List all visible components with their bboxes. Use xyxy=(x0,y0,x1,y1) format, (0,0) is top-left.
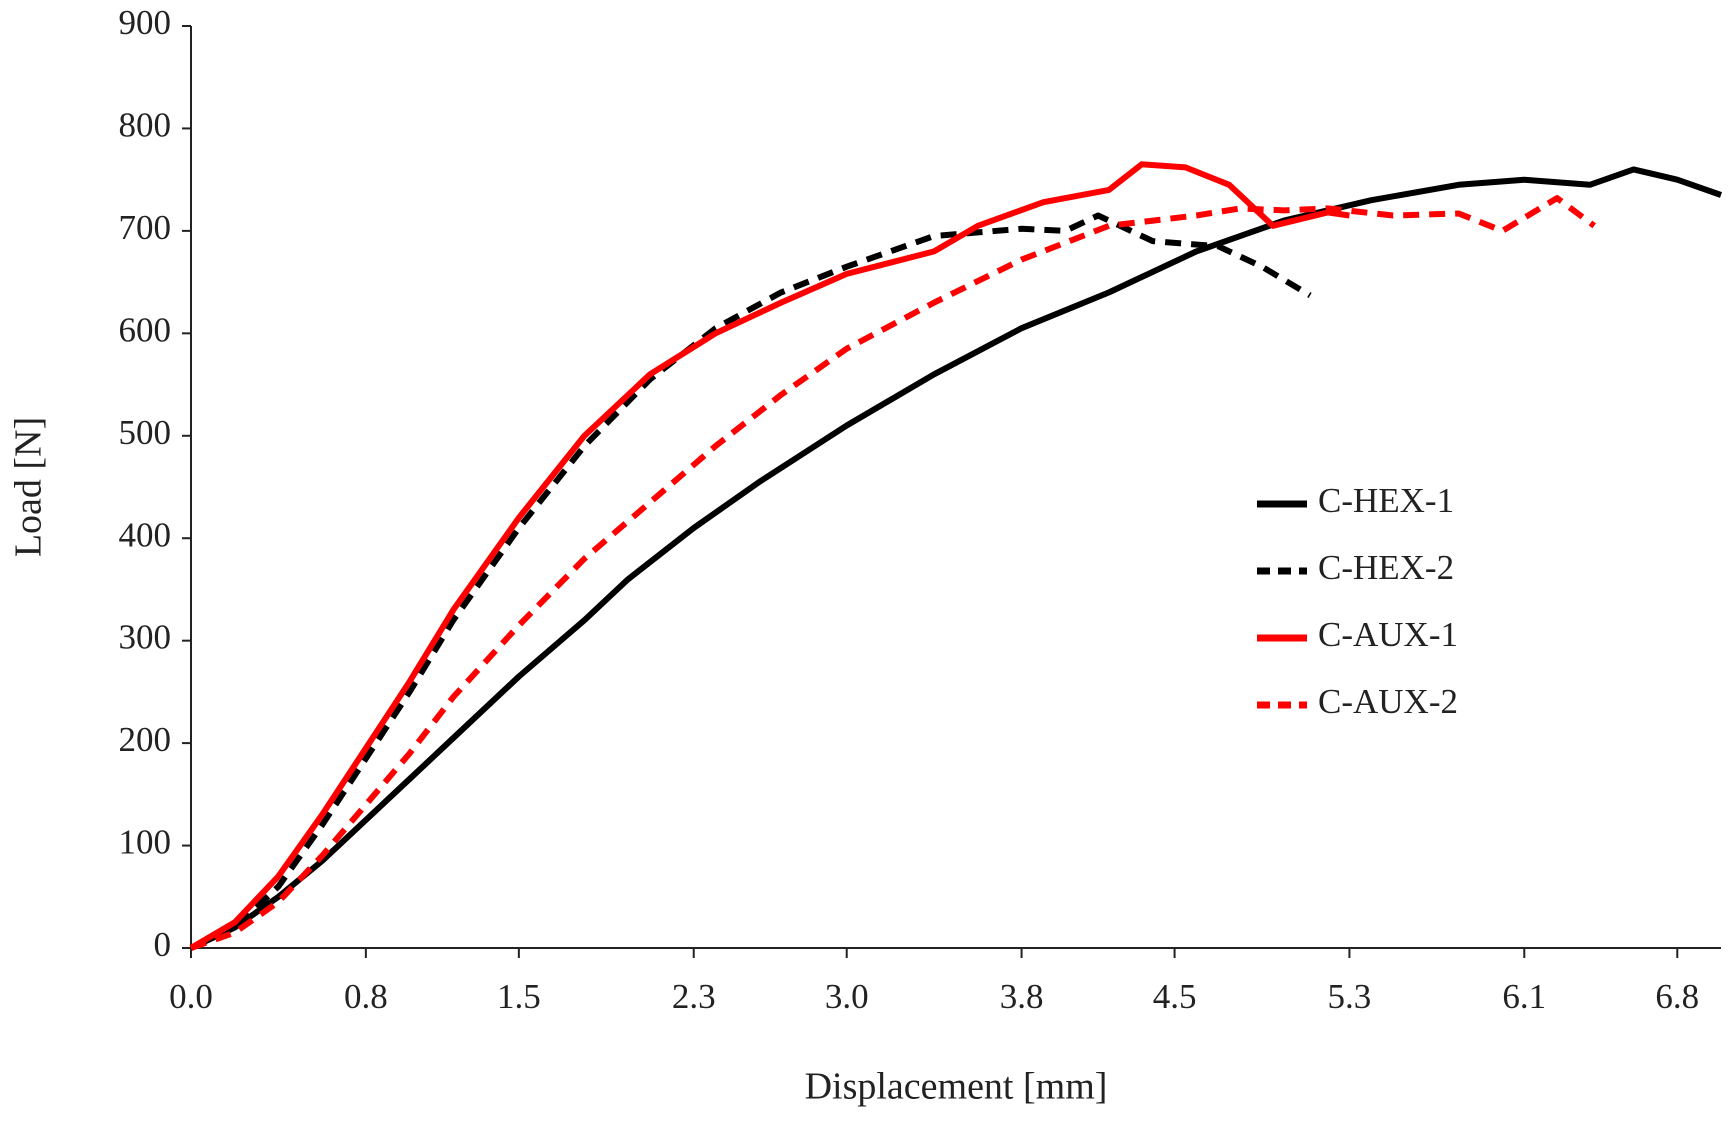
y-tick-label: 700 xyxy=(119,208,172,247)
x-axis-title: Displacement [mm] xyxy=(805,1066,1108,1108)
legend-label: C-AUX-2 xyxy=(1318,682,1458,721)
legend-label: C-HEX-2 xyxy=(1318,548,1454,587)
y-tick-label: 600 xyxy=(119,310,172,349)
series-line xyxy=(189,212,1312,951)
x-tick-label: 6.8 xyxy=(1655,977,1699,1016)
x-tick-label: 3.8 xyxy=(1000,977,1044,1016)
x-tick-label: 5.3 xyxy=(1328,977,1372,1016)
y-tick-label: 500 xyxy=(119,413,172,452)
x-tick-label: 0.0 xyxy=(169,977,213,1016)
y-tick-label: 0 xyxy=(154,925,172,964)
x-tick-label: 1.5 xyxy=(497,977,541,1016)
series-line xyxy=(189,161,1350,951)
series-line xyxy=(190,195,1596,951)
y-tick-label: 100 xyxy=(119,823,172,862)
x-tick-label: 4.5 xyxy=(1153,977,1197,1016)
x-tick-label: 3.0 xyxy=(825,977,869,1016)
y-tick-label: 200 xyxy=(119,720,172,759)
x-tick-label: 6.1 xyxy=(1502,977,1546,1016)
legend-label: C-AUX-1 xyxy=(1318,615,1458,654)
y-tick-label: 900 xyxy=(119,3,172,42)
y-axis-title: Load [N] xyxy=(8,417,50,557)
series-line xyxy=(189,166,1722,951)
y-tick-label: 400 xyxy=(119,515,172,554)
x-tick-label: 2.3 xyxy=(672,977,716,1016)
y-tick-label: 300 xyxy=(119,618,172,657)
y-tick-label: 800 xyxy=(119,105,172,144)
legend-label: C-HEX-1 xyxy=(1318,481,1454,520)
x-tick-label: 0.8 xyxy=(344,977,388,1016)
